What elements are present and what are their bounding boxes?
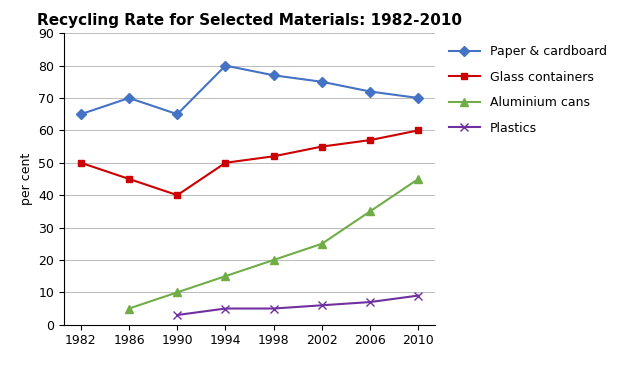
Aluminium cans	[173, 290, 181, 294]
Glass containers	[366, 138, 374, 142]
Aluminium cans	[366, 209, 374, 214]
Line: Paper & cardboard: Paper & cardboard	[77, 62, 422, 118]
Glass containers	[173, 193, 181, 197]
Paper & cardboard	[173, 112, 181, 116]
Plastics	[318, 303, 326, 307]
Legend: Paper & cardboard, Glass containers, Aluminium cans, Plastics: Paper & cardboard, Glass containers, Alu…	[449, 45, 607, 135]
Paper & cardboard	[77, 112, 84, 116]
Title: Recycling Rate for Selected Materials: 1982-2010: Recycling Rate for Selected Materials: 1…	[37, 13, 462, 28]
Aluminium cans	[221, 274, 229, 278]
Aluminium cans	[270, 258, 278, 262]
Plastics	[221, 306, 229, 311]
Paper & cardboard	[221, 63, 229, 68]
Aluminium cans	[318, 242, 326, 246]
Glass containers	[125, 177, 133, 181]
Plastics	[270, 306, 278, 311]
Line: Plastics: Plastics	[173, 292, 422, 319]
Glass containers	[318, 144, 326, 149]
Plastics	[173, 313, 181, 317]
Plastics	[415, 293, 422, 298]
Paper & cardboard	[270, 73, 278, 77]
Glass containers	[415, 128, 422, 132]
Y-axis label: per cent: per cent	[20, 153, 33, 205]
Paper & cardboard	[125, 96, 133, 100]
Line: Aluminium cans: Aluminium cans	[125, 175, 422, 313]
Aluminium cans	[415, 177, 422, 181]
Paper & cardboard	[366, 89, 374, 94]
Plastics	[366, 300, 374, 304]
Glass containers	[77, 161, 84, 165]
Paper & cardboard	[415, 96, 422, 100]
Glass containers	[221, 161, 229, 165]
Line: Glass containers: Glass containers	[77, 127, 422, 199]
Aluminium cans	[125, 306, 133, 311]
Paper & cardboard	[318, 80, 326, 84]
Glass containers	[270, 154, 278, 159]
